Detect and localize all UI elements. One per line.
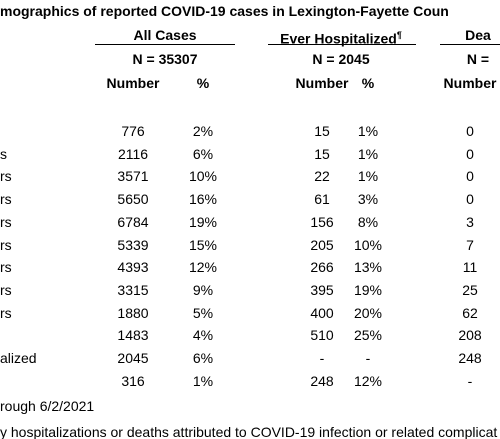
cell: 9% — [192, 281, 214, 298]
cell: 12% — [353, 372, 383, 389]
cell: 208 — [458, 327, 482, 344]
group-n: N = — [466, 51, 490, 67]
cell: 1% — [192, 372, 214, 389]
cell: 3 — [466, 213, 474, 230]
column-header: Number — [443, 75, 497, 91]
cell: 12% — [188, 259, 218, 276]
cell: 316 — [121, 372, 145, 389]
rule — [95, 44, 235, 45]
group-n: N = 35307 — [132, 51, 198, 67]
cell: 61 — [314, 191, 330, 208]
group-header: All Cases — [133, 27, 197, 43]
row-label: rs — [0, 191, 12, 208]
cell: 11 — [462, 259, 478, 276]
cell: 10% — [188, 168, 218, 185]
cell: 15 — [314, 123, 330, 139]
row-label: rs — [0, 236, 12, 253]
cell: 2% — [192, 123, 214, 139]
cell: 510 — [310, 327, 334, 344]
cell: 2116 — [117, 145, 149, 162]
cell: 15% — [188, 236, 218, 253]
cell: 3571 — [117, 168, 149, 185]
cell: 156 — [310, 213, 334, 230]
cell: 25 — [462, 281, 478, 298]
group-header: Ever Hospitalized¶ — [280, 30, 402, 47]
cell: 0 — [466, 191, 474, 208]
footnote: y hospitalizations or deaths attributed … — [0, 424, 498, 439]
cell: 248 — [310, 372, 334, 389]
cell: 3315 — [117, 281, 149, 298]
title: mographics of reported COVID-19 cases in… — [0, 3, 449, 19]
group-n: N = 2045 — [312, 51, 370, 67]
cell: - — [319, 350, 325, 366]
footnote-mark: ¶ — [396, 30, 402, 40]
column-header: Number — [106, 75, 160, 91]
cell: 1% — [357, 145, 379, 162]
cell: 0 — [466, 145, 474, 162]
column-header: % — [361, 75, 375, 91]
cell: 1880 — [117, 304, 149, 321]
cell: 4393 — [117, 259, 149, 276]
cell: 7 — [466, 236, 474, 253]
row-label: s — [0, 145, 7, 162]
cell: 19% — [353, 281, 383, 298]
cell: 1% — [357, 168, 379, 185]
cell: 5% — [192, 304, 214, 321]
cell: 5339 — [117, 236, 149, 253]
row-label: rs — [0, 168, 12, 185]
cell: 205 — [310, 236, 334, 253]
cell: 19% — [188, 213, 218, 230]
column-header: % — [196, 75, 210, 91]
cell: 266 — [310, 259, 334, 276]
cell: 248 — [458, 350, 482, 366]
cell: 6784 — [117, 213, 149, 230]
cell: 400 — [310, 304, 334, 321]
cell: 4% — [192, 327, 214, 344]
footnote: rough 6/2/2021 — [0, 398, 95, 414]
cell: 1483 — [117, 327, 149, 344]
cell: 395 — [310, 281, 334, 298]
cell: 0 — [466, 123, 474, 139]
cell: 6% — [192, 350, 214, 366]
cell: 25% — [353, 327, 383, 344]
column-header: Number — [295, 75, 349, 91]
row-label: rs — [0, 304, 12, 321]
cell: 1% — [357, 123, 379, 139]
cell: 6% — [192, 145, 214, 162]
cell: 10% — [353, 236, 383, 253]
row-label: rs — [0, 259, 12, 276]
group-header: Dea — [465, 27, 491, 43]
cell: 22 — [314, 168, 330, 185]
cell: - — [467, 372, 473, 389]
row-label: alized — [0, 350, 37, 366]
cell: 62 — [462, 304, 478, 321]
cell: 15 — [314, 145, 330, 162]
cell: 13% — [353, 259, 383, 276]
cell: 8% — [357, 213, 379, 230]
rule — [440, 44, 500, 45]
cell: 20% — [353, 304, 383, 321]
cell: 2045 — [117, 350, 149, 366]
cell: 5650 — [117, 191, 149, 208]
cell: 3% — [357, 191, 379, 208]
rule — [268, 44, 416, 45]
cell: 16% — [188, 191, 218, 208]
row-label: rs — [0, 281, 12, 298]
cell: - — [365, 350, 371, 366]
row-label: rs — [0, 213, 12, 230]
cell: 0 — [466, 168, 474, 185]
cell: 776 — [121, 123, 145, 139]
